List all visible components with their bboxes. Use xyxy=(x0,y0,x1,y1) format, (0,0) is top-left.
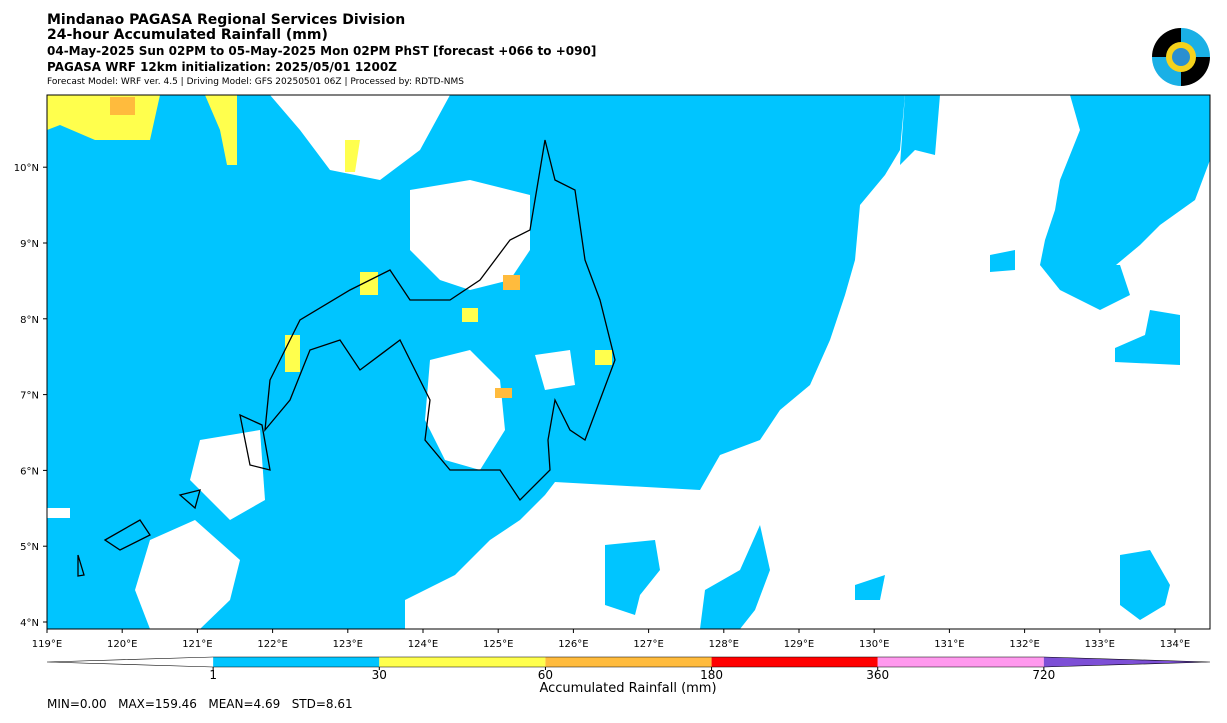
y-tick-label: 10°N xyxy=(14,163,39,174)
map-frame xyxy=(46,94,1211,630)
x-tick-label: 120°E xyxy=(107,639,137,650)
x-tick-label: 130°E xyxy=(859,639,889,650)
x-tick-label: 125°E xyxy=(483,639,513,650)
colorbar-label: Accumulated Rainfall (mm) xyxy=(539,681,716,696)
x-tick-label: 119°E xyxy=(32,639,62,650)
colorbar-tick-label: 30 xyxy=(372,668,387,682)
colorbar-tick-label: 60 xyxy=(538,668,553,682)
colorbar-tick-label: 720 xyxy=(1032,668,1055,682)
colorbar-segment xyxy=(379,657,546,667)
y-tick-label: 7°N xyxy=(20,391,39,402)
y-tick-label: 6°N xyxy=(20,466,39,477)
map: 119°E 120°E 121°E 122°E 123°E 124°E 125°E 126°E… xyxy=(14,94,1211,650)
y-tick-label: 4°N xyxy=(20,618,39,629)
colorbar: 1 30 60 180 360 720 xyxy=(46,656,1211,682)
colorbar-tick-label: 1 xyxy=(209,668,217,682)
rainfall-field xyxy=(47,95,1210,629)
title: Mindanao PAGASA Regional Services Divisi… xyxy=(47,12,405,28)
colorbar-segment xyxy=(213,657,380,667)
colorbar-segment xyxy=(545,657,712,667)
x-tick-label: 132°E xyxy=(1009,639,1039,650)
stats: MIN=0.00 MAX=159.46 MEAN=4.69 STD=8.61 xyxy=(47,697,353,711)
y-tick-label: 9°N xyxy=(20,239,39,250)
header: Mindanao PAGASA Regional Services Divisi… xyxy=(47,12,596,87)
x-tick-label: 121°E xyxy=(182,639,212,650)
coastline xyxy=(77,139,616,577)
colorbar-segment xyxy=(47,657,214,667)
logo xyxy=(1152,28,1210,86)
colorbar-tick-label: 360 xyxy=(866,668,889,682)
colorbar-tick-label: 180 xyxy=(700,668,723,682)
y-tick-label: 5°N xyxy=(20,542,39,553)
x-tick-label: 122°E xyxy=(257,639,287,650)
x-tick-label: 123°E xyxy=(333,639,363,650)
model-info: Forecast Model: WRF ver. 4.5 | Driving M… xyxy=(47,77,464,87)
x-tick-label: 127°E xyxy=(633,639,663,650)
x-tick-label: 128°E xyxy=(709,639,739,650)
x-tick-label: 133°E xyxy=(1085,639,1115,650)
y-tick-label: 8°N xyxy=(20,315,39,326)
colorbar-segment xyxy=(711,657,878,667)
x-tick-label: 126°E xyxy=(558,639,588,650)
subtitle: 24-hour Accumulated Rainfall (mm) xyxy=(47,27,328,43)
x-tick-label: 134°E xyxy=(1160,639,1190,650)
colorbar-segment xyxy=(877,657,1044,667)
x-tick-label: 129°E xyxy=(784,639,814,650)
initialization: PAGASA WRF 12km initialization: 2025/05/… xyxy=(47,60,397,74)
colorbar-segment xyxy=(1043,657,1210,667)
x-tick-label: 131°E xyxy=(934,639,964,650)
x-tick-label: 124°E xyxy=(408,639,438,650)
period: 04-May-2025 Sun 02PM to 05-May-2025 Mon … xyxy=(47,44,596,58)
